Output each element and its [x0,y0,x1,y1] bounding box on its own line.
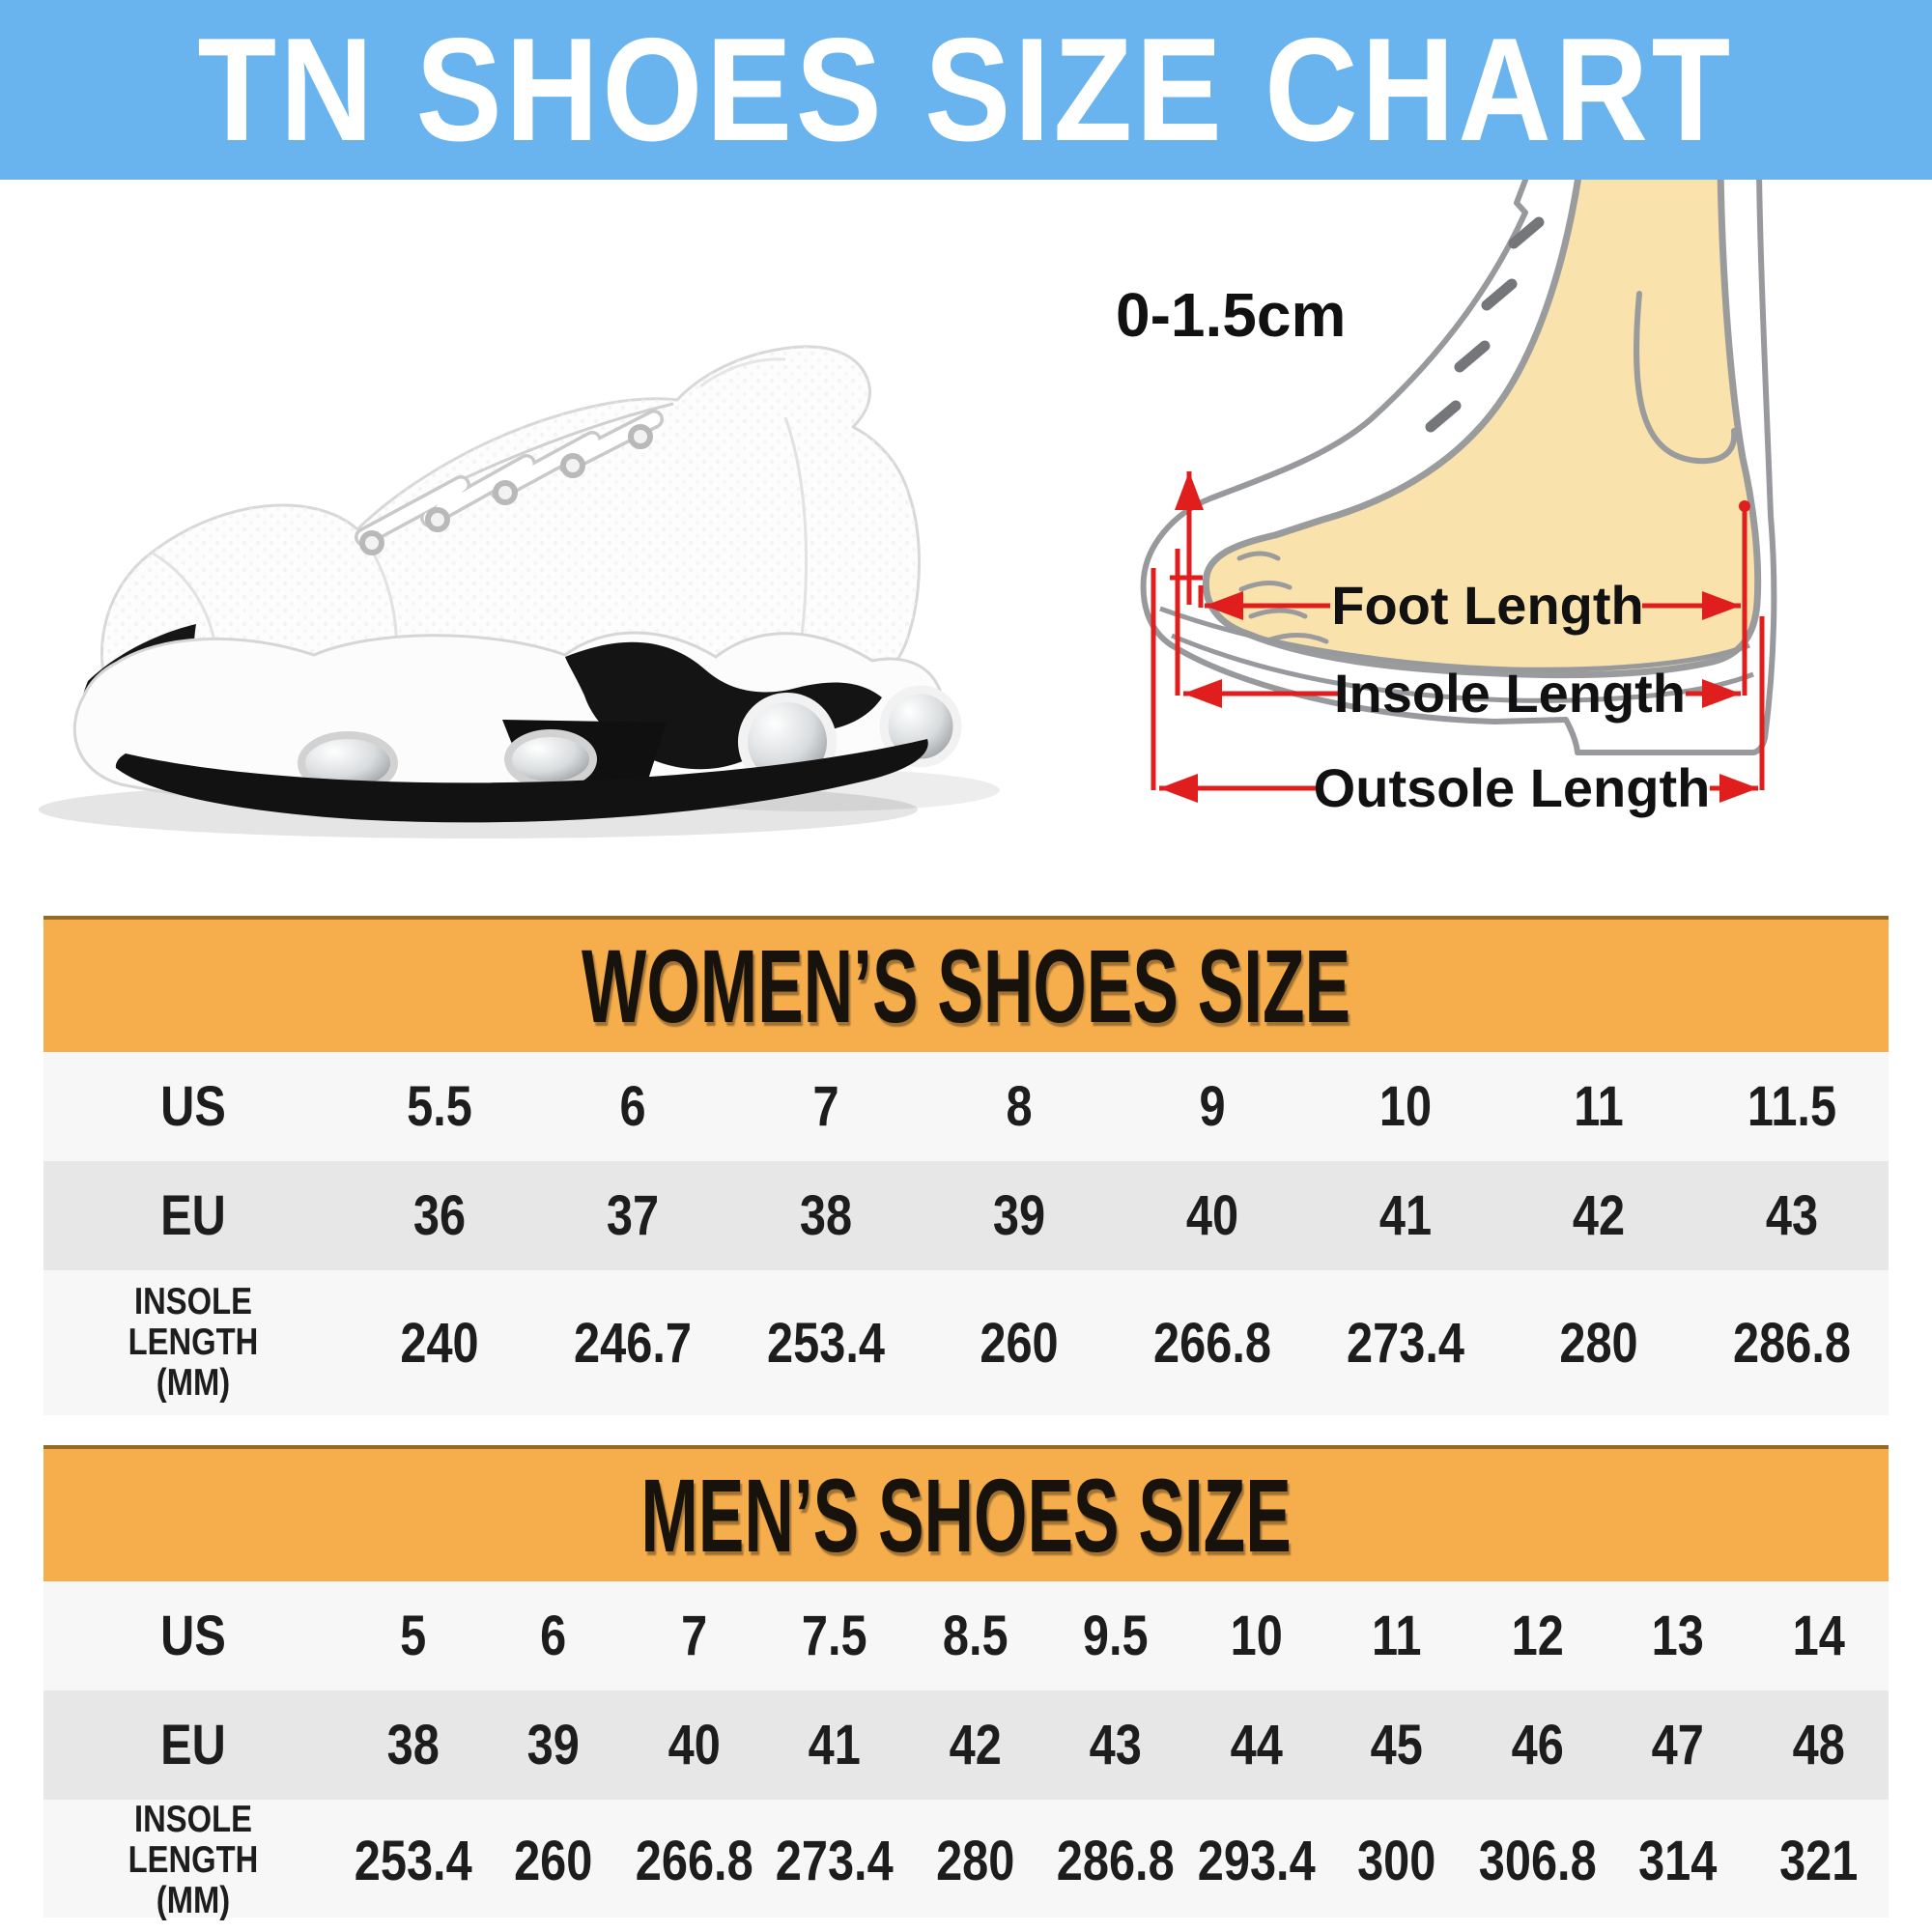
table-row-insole: INSOLE LENGTH (MM) 240 246.7 253.4 260 266.8 27… [43,1270,1889,1415]
size-value-cell: 321 [1778,1829,1858,1892]
size-value-cell: 273.4 [776,1829,895,1892]
size-value-cell: 11 [1574,1075,1624,1138]
size-value-cell: 253.4 [354,1829,472,1892]
size-value-cell: 6 [540,1605,567,1667]
size-value-cell: 42 [1572,1184,1626,1247]
row-label: INSOLE LENGTH (MM) [128,1280,259,1405]
size-value-cell: 5 [400,1605,427,1667]
womens-size-table: WOMEN’S SHOES SIZE US 5.5 6 7 8 9 10 11 11.5 EU 36… [43,916,1889,1415]
size-value-cell: 41 [808,1714,862,1776]
size-value-cell: 9.5 [1083,1605,1149,1667]
size-value-cell: 10 [1230,1605,1283,1667]
outsole [115,739,928,823]
size-value-cell: 240 [400,1311,479,1375]
size-value-cell: 7 [681,1605,708,1667]
mens-size-table: MEN’S SHOES SIZE US 5 6 7 7.5 8.5 9.5 10 11 12 13 1… [43,1445,1889,1922]
size-value-cell: 38 [386,1714,440,1776]
page-title: TN SHOES SIZE CHART [197,7,1735,172]
row-label: INSOLE LENGTH (MM) [128,1799,259,1922]
insole-length-label: Insole Length [1334,663,1686,724]
size-value-cell: 253.4 [767,1311,885,1375]
foot-measurement-diagram: 0-1.5cm Foot Length Insole Length Outsol… [1116,180,1777,818]
size-value-cell: 266.8 [1153,1311,1271,1375]
size-value-cell: 286.8 [1733,1311,1851,1375]
size-value-cell: 314 [1638,1829,1718,1892]
size-value-cell: 8 [1006,1075,1033,1138]
size-value-cell: 46 [1511,1714,1564,1776]
sneaker-upper [99,345,921,724]
size-value-cell: 43 [1089,1714,1143,1776]
size-value-cell: 45 [1370,1714,1423,1776]
size-value-cell: 44 [1230,1714,1283,1776]
mens-table-rows: US 5 6 7 7.5 8.5 9.5 10 11 12 13 14 EU 38 39 40 41 42 43 44… [43,1581,1889,1922]
table-row-us: US 5.5 6 7 8 9 10 11 11.5 [43,1052,1889,1161]
size-value-cell: 12 [1511,1605,1564,1667]
laces [355,410,664,555]
size-value-cell: 280 [935,1829,1015,1892]
size-value-cell: 6 [619,1075,646,1138]
sole-lines [1159,606,1754,703]
size-value-cell: 260 [980,1311,1059,1375]
size-value-cell: 273.4 [1347,1311,1464,1375]
table-row-us: US 5 6 7 7.5 8.5 9.5 10 11 12 13 14 [43,1581,1889,1690]
size-value-cell: 41 [1378,1184,1433,1247]
womens-table-rows: US 5.5 6 7 8 9 10 11 11.5 EU 36 37 38 39 40 41 42 43 INSOL… [43,1052,1889,1415]
size-value-cell: 40 [1185,1184,1239,1247]
womens-table-header: WOMEN’S SHOES SIZE [43,916,1889,1052]
eyelets [359,424,653,555]
size-value-cell: 7 [812,1075,839,1138]
size-value-cell: 48 [1792,1714,1845,1776]
size-value-cell: 42 [949,1714,1002,1776]
row-label: EU [160,1184,226,1247]
size-value-cell: 300 [1357,1829,1436,1892]
foot-illustration [1202,180,1762,679]
size-value-cell: 40 [668,1714,721,1776]
size-value-cell: 286.8 [1057,1829,1175,1892]
size-value-cell: 246.7 [574,1311,692,1375]
lace-hatches [1425,216,1545,433]
size-value-cell: 306.8 [1478,1829,1597,1892]
size-value-cell: 10 [1378,1075,1433,1138]
mens-table-title: MEN’S SHOES SIZE [640,1457,1292,1574]
sneaker-image [39,345,1000,838]
size-value-cell: 39 [527,1714,581,1776]
size-value-cell: 39 [992,1184,1046,1247]
sole-unit [72,631,962,823]
size-value-cell: 43 [1765,1184,1819,1247]
table-row-eu: EU 38 39 40 41 42 43 44 45 46 47 48 [43,1690,1889,1800]
row-label: US [160,1605,226,1667]
size-value-cell: 293.4 [1197,1829,1316,1892]
size-value-cell: 13 [1651,1605,1704,1667]
title-banner: TN SHOES SIZE CHART [0,0,1932,180]
size-value-cell: 14 [1792,1605,1845,1667]
ankle-curve [1634,291,1738,465]
size-value-cell: 11.5 [1747,1075,1837,1138]
size-value-cell: 38 [799,1184,853,1247]
size-value-cell: 36 [412,1184,467,1247]
womens-table-title: WOMEN’S SHOES SIZE [581,927,1351,1044]
size-value-cell: 5.5 [407,1075,472,1138]
table-row-eu: EU 36 37 38 39 40 41 42 43 [43,1161,1889,1270]
size-value-cell: 280 [1559,1311,1638,1375]
table-row-insole: INSOLE LENGTH (MM) 253.4 260 266.8 273.4 280 28… [43,1799,1889,1922]
size-value-cell: 266.8 [635,1829,753,1892]
toe-creases [1236,551,1329,644]
measurement-labels: 0-1.5cm Foot Length Insole Length Outsol… [1116,280,1710,818]
size-value-cell: 47 [1651,1714,1704,1776]
size-value-cell: 260 [514,1829,593,1892]
row-label: US [160,1075,226,1138]
measurement-lines [1151,471,1765,803]
mens-table-header: MEN’S SHOES SIZE [43,1445,1889,1581]
size-value-cell: 7.5 [802,1605,867,1667]
toe-gap-label: 0-1.5cm [1116,280,1346,350]
size-value-cell: 11 [1372,1605,1422,1667]
foot-length-label: Foot Length [1331,575,1643,636]
size-value-cell: 37 [606,1184,660,1247]
outsole-length-label: Outsole Length [1314,757,1711,818]
size-value-cell: 9 [1199,1075,1226,1138]
size-value-cell: 8.5 [942,1605,1009,1667]
row-label: EU [160,1714,226,1776]
air-bubble [504,729,597,789]
